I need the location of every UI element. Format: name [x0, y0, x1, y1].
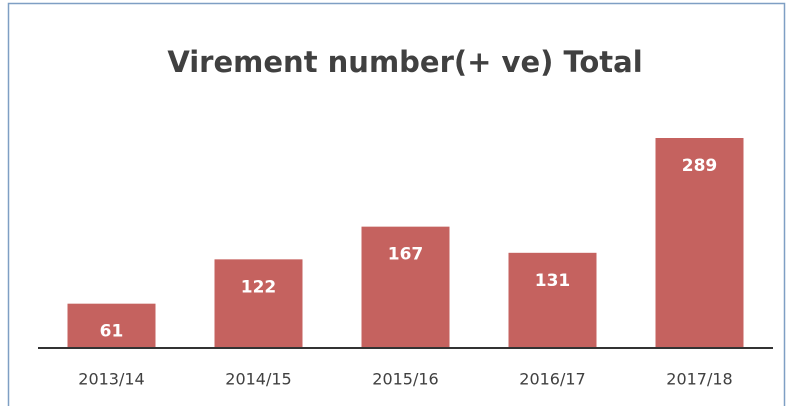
bar [67, 303, 156, 348]
bar [508, 252, 597, 348]
chart-title: Virement number(+ ve) Total [167, 45, 642, 79]
bar [655, 138, 744, 348]
data-label: 289 [682, 156, 718, 176]
bar [361, 226, 450, 348]
bar [214, 259, 303, 348]
data-label: 61 [100, 322, 124, 342]
x-tick-label: 2017/18 [666, 370, 732, 389]
x-tick-label: 2013/14 [78, 370, 144, 389]
data-label: 122 [241, 277, 277, 297]
data-label: 167 [388, 245, 424, 265]
x-tick-label: 2014/15 [225, 370, 291, 389]
x-tick-label: 2015/16 [372, 370, 438, 389]
data-label: 131 [535, 271, 571, 291]
x-tick-label: 2016/17 [519, 370, 585, 389]
